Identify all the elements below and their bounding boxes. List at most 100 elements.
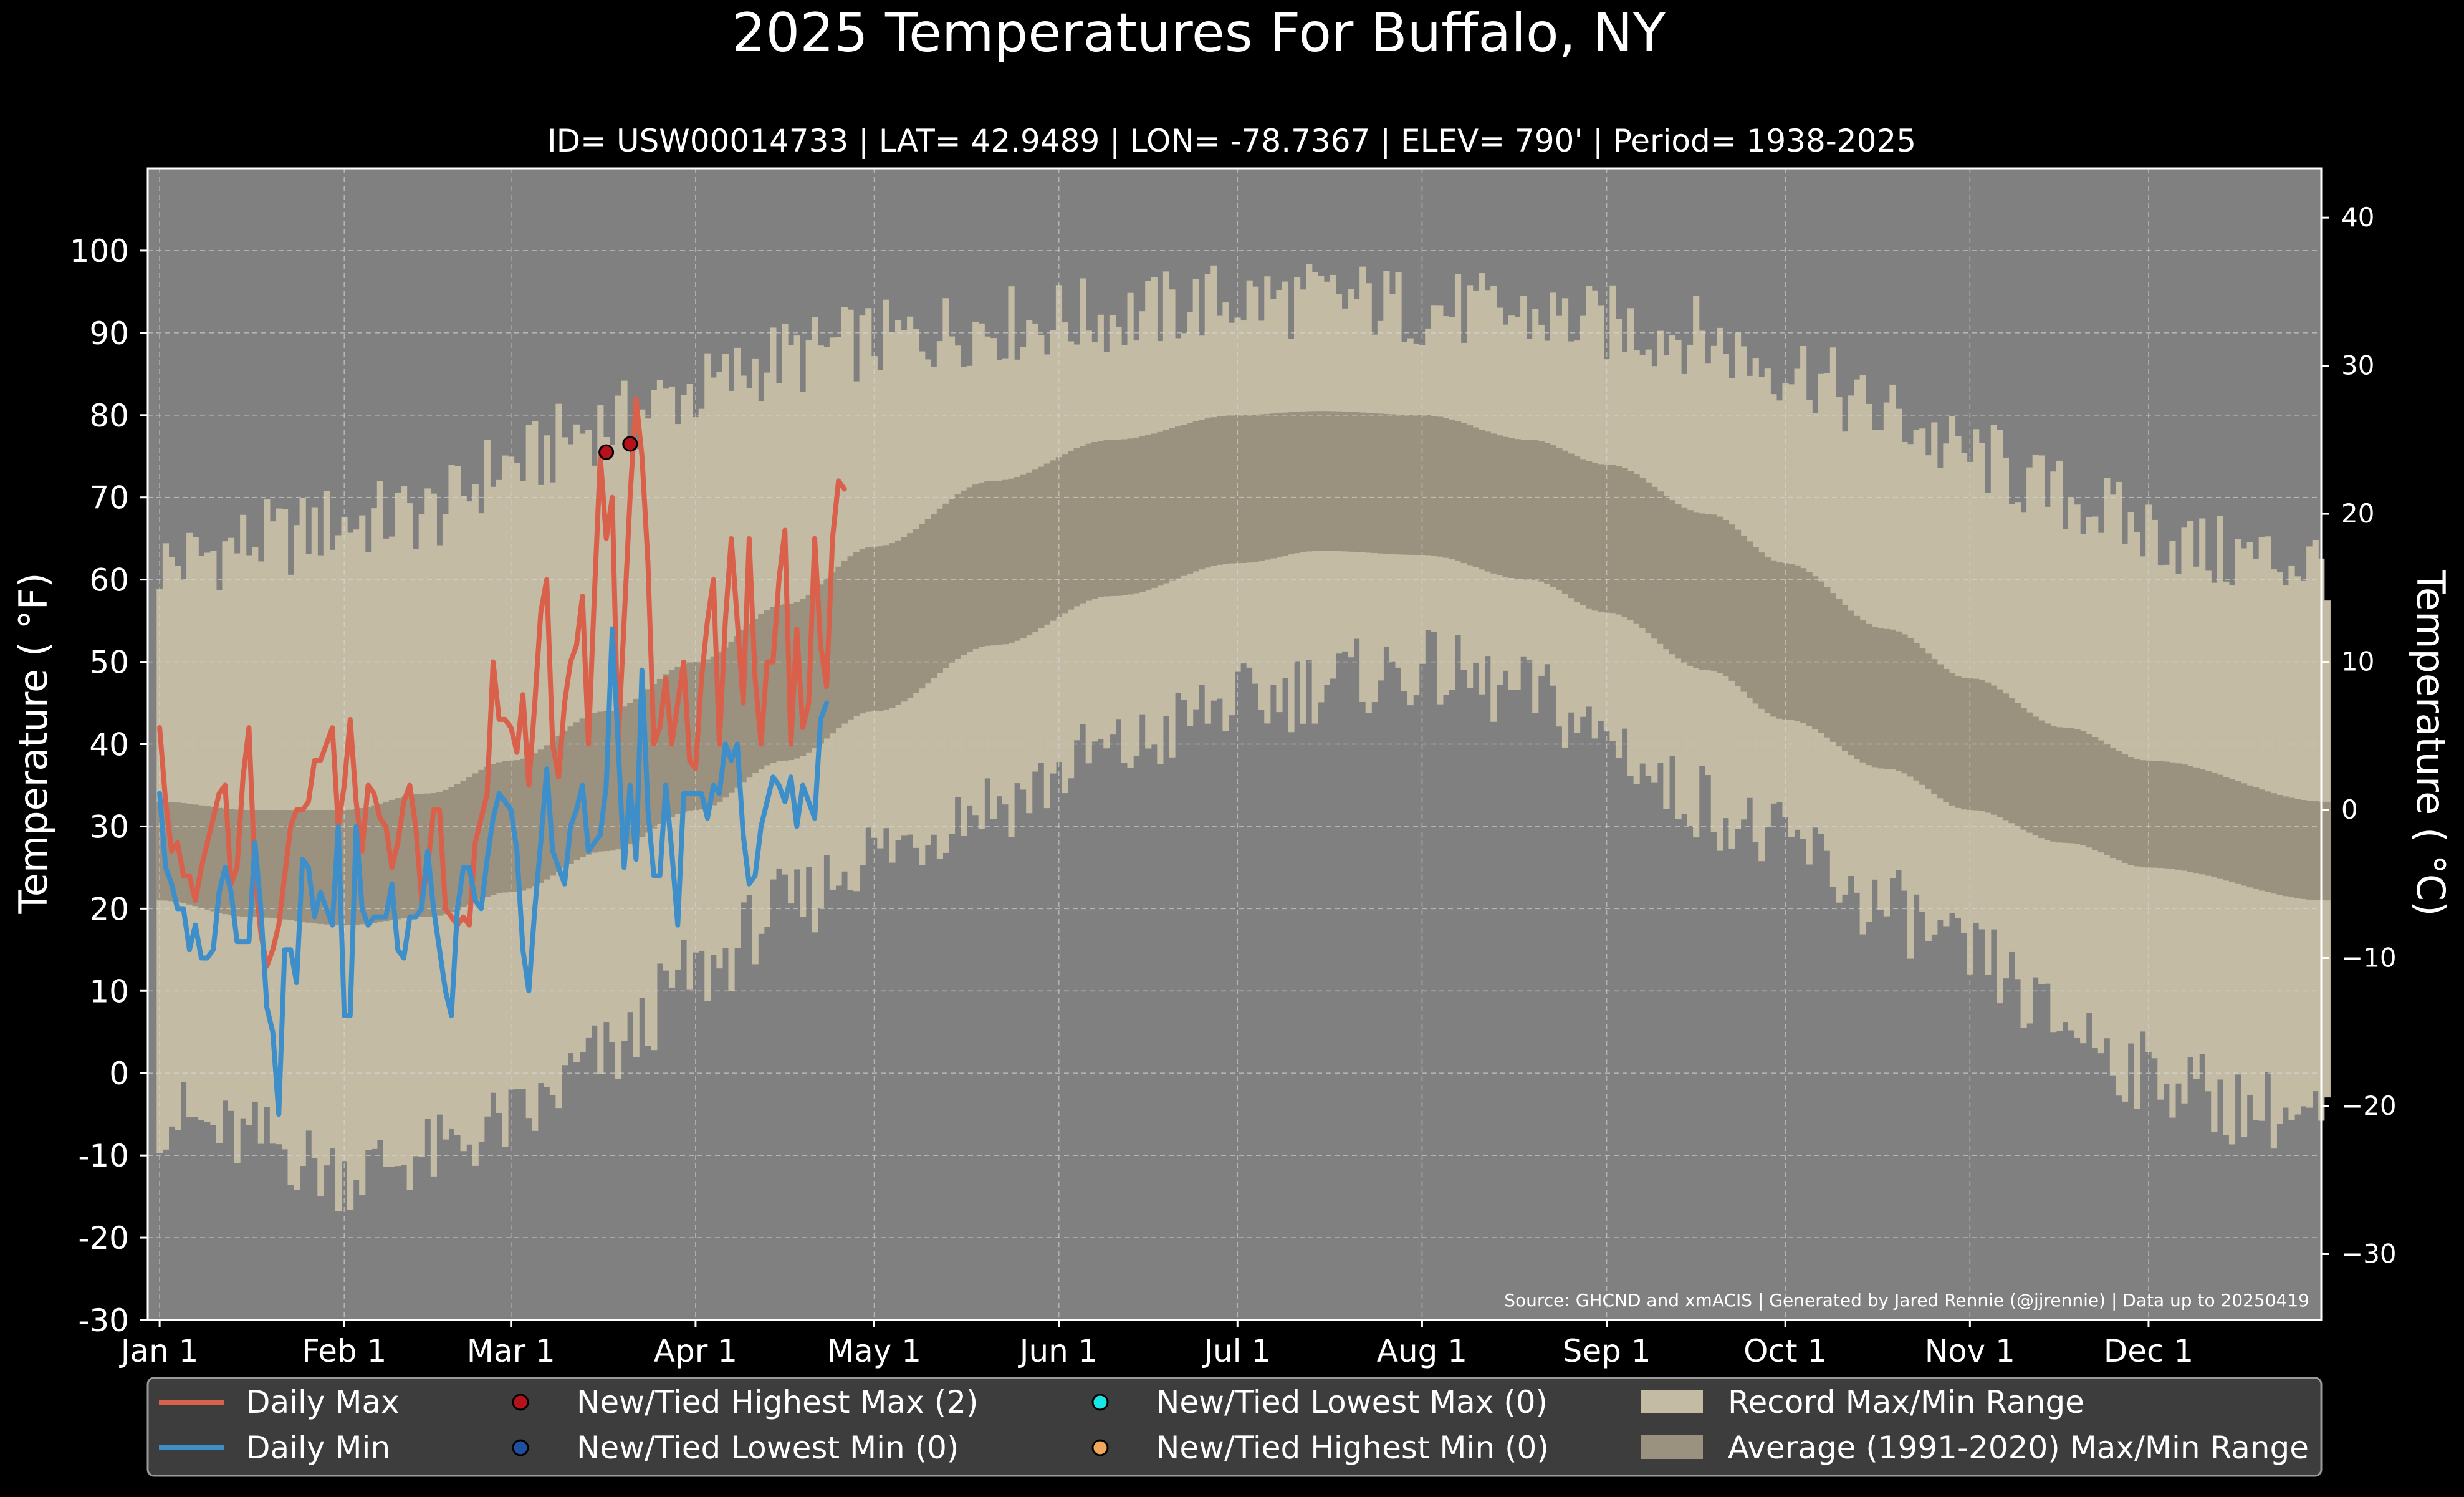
average-range-bar bbox=[1252, 415, 1259, 562]
average-range-bar bbox=[2134, 759, 2140, 867]
average-range-bar bbox=[919, 524, 926, 689]
average-range-bar bbox=[2127, 757, 2134, 865]
average-range-bar bbox=[2050, 726, 2057, 842]
average-range-bar bbox=[2145, 760, 2152, 868]
series-lines bbox=[157, 396, 847, 1117]
average-range-bar bbox=[1675, 504, 1682, 659]
average-range-bar bbox=[1633, 474, 1640, 624]
average-range-bar bbox=[835, 566, 842, 729]
average-range-bar bbox=[1740, 535, 1747, 692]
average-range-bar bbox=[2104, 744, 2111, 855]
y-tick-label-left: 50 bbox=[89, 645, 129, 681]
average-range-bar bbox=[294, 810, 300, 922]
average-range-bar bbox=[287, 810, 294, 920]
average-range-bar bbox=[484, 766, 491, 897]
legend-highest-max-label: New/Tied Highest Max (2) bbox=[577, 1384, 979, 1420]
average-range-bar bbox=[1734, 529, 1742, 686]
average-range-bar bbox=[990, 481, 997, 646]
average-range-bar bbox=[1978, 680, 1985, 812]
average-range-bar bbox=[1068, 451, 1075, 610]
average-range-bar bbox=[585, 715, 592, 855]
average-range-bar bbox=[841, 561, 848, 724]
x-tick-label: Feb 1 bbox=[302, 1333, 386, 1369]
average-range-bar bbox=[1318, 411, 1325, 551]
average-range-bar bbox=[192, 804, 199, 907]
average-range-bar bbox=[913, 529, 919, 693]
average-range-bar bbox=[1901, 634, 1908, 774]
average-range-bar bbox=[1258, 414, 1265, 561]
y-tick-label-left: 40 bbox=[89, 727, 129, 763]
average-range-bar bbox=[1544, 443, 1551, 584]
average-range-bar bbox=[549, 741, 557, 876]
average-range-bar bbox=[466, 777, 473, 905]
average-range-bar bbox=[567, 726, 574, 864]
average-range-bar bbox=[1348, 412, 1354, 552]
average-range-bar bbox=[1526, 440, 1533, 580]
average-range-bar bbox=[1330, 411, 1336, 551]
legend-lowest-min-label: New/Tied Lowest Min (0) bbox=[577, 1430, 959, 1466]
average-range-bar bbox=[1174, 426, 1182, 579]
average-range-bar bbox=[395, 798, 401, 920]
record-high-marker bbox=[598, 444, 615, 460]
average-range-bar bbox=[1038, 466, 1045, 628]
x-tick-label: Nov 1 bbox=[1925, 1333, 2015, 1369]
average-range-bar bbox=[1002, 479, 1009, 645]
average-range-bar bbox=[311, 810, 318, 923]
average-range-bar bbox=[418, 793, 425, 917]
average-range-bar bbox=[1621, 468, 1628, 617]
legend: Daily Max Daily Min New/Tied Highest Max… bbox=[146, 1377, 2323, 1477]
average-range-bar bbox=[1204, 418, 1211, 568]
average-range-bar bbox=[1383, 413, 1390, 554]
average-range-bar bbox=[663, 674, 669, 821]
average-range-bar bbox=[2175, 763, 2182, 870]
average-range-bar bbox=[1157, 431, 1164, 586]
average-range-bar bbox=[901, 537, 908, 702]
average-range-bar bbox=[931, 514, 937, 678]
y-tick-label-right: 30 bbox=[2341, 350, 2374, 381]
average-range-bar bbox=[793, 602, 800, 759]
average-range-bar bbox=[1871, 627, 1878, 768]
average-range-bar bbox=[1085, 443, 1092, 601]
average-range-bar bbox=[740, 630, 747, 783]
x-tick-label: May 1 bbox=[827, 1333, 921, 1369]
average-range-bar bbox=[376, 803, 383, 922]
y-tick-label-left: 80 bbox=[89, 398, 129, 434]
average-range-bar bbox=[1109, 440, 1116, 597]
average-range-bar bbox=[1967, 678, 1973, 811]
average-range-bar bbox=[681, 663, 688, 812]
average-range-bar bbox=[1187, 423, 1194, 574]
legend-daily-min-label: Daily Min bbox=[246, 1430, 390, 1466]
average-range-bar bbox=[871, 546, 878, 711]
record-range-bar bbox=[2038, 455, 2045, 984]
average-range-bar bbox=[2109, 748, 2117, 859]
x-tick-label: Jan 1 bbox=[119, 1333, 199, 1369]
average-range-bar bbox=[2193, 767, 2200, 874]
average-range-bar bbox=[656, 678, 663, 824]
average-range-bar bbox=[1490, 433, 1497, 574]
average-range-bar bbox=[1425, 415, 1432, 556]
average-range-bar bbox=[1728, 524, 1735, 681]
average-range-bar bbox=[2056, 727, 2063, 843]
average-range-bar bbox=[2157, 761, 2164, 868]
average-range-bar bbox=[1484, 431, 1491, 572]
average-range-bar bbox=[2282, 796, 2289, 897]
average-range-bar bbox=[1431, 415, 1437, 556]
record-range-bar bbox=[1973, 429, 1980, 923]
average-range-bar bbox=[966, 487, 973, 652]
daily-min-line bbox=[157, 626, 830, 1117]
average-range-bar bbox=[591, 713, 598, 853]
legend-daily-max-label: Daily Max bbox=[246, 1384, 400, 1420]
x-tick-label: Jul 1 bbox=[1202, 1333, 1271, 1369]
average-range-bar bbox=[1615, 466, 1623, 615]
average-range-bar bbox=[1353, 412, 1360, 552]
average-range-bar bbox=[186, 804, 193, 905]
y-tick-label-right: −20 bbox=[2341, 1090, 2397, 1121]
average-range-bar bbox=[2187, 766, 2194, 872]
average-range-bar bbox=[442, 789, 449, 915]
average-range-bar bbox=[2121, 754, 2129, 863]
average-range-bar bbox=[365, 807, 372, 924]
average-range-bar bbox=[1788, 564, 1795, 720]
y-tick-label-left: 0 bbox=[109, 1056, 129, 1092]
average-range-bar bbox=[2265, 791, 2271, 892]
